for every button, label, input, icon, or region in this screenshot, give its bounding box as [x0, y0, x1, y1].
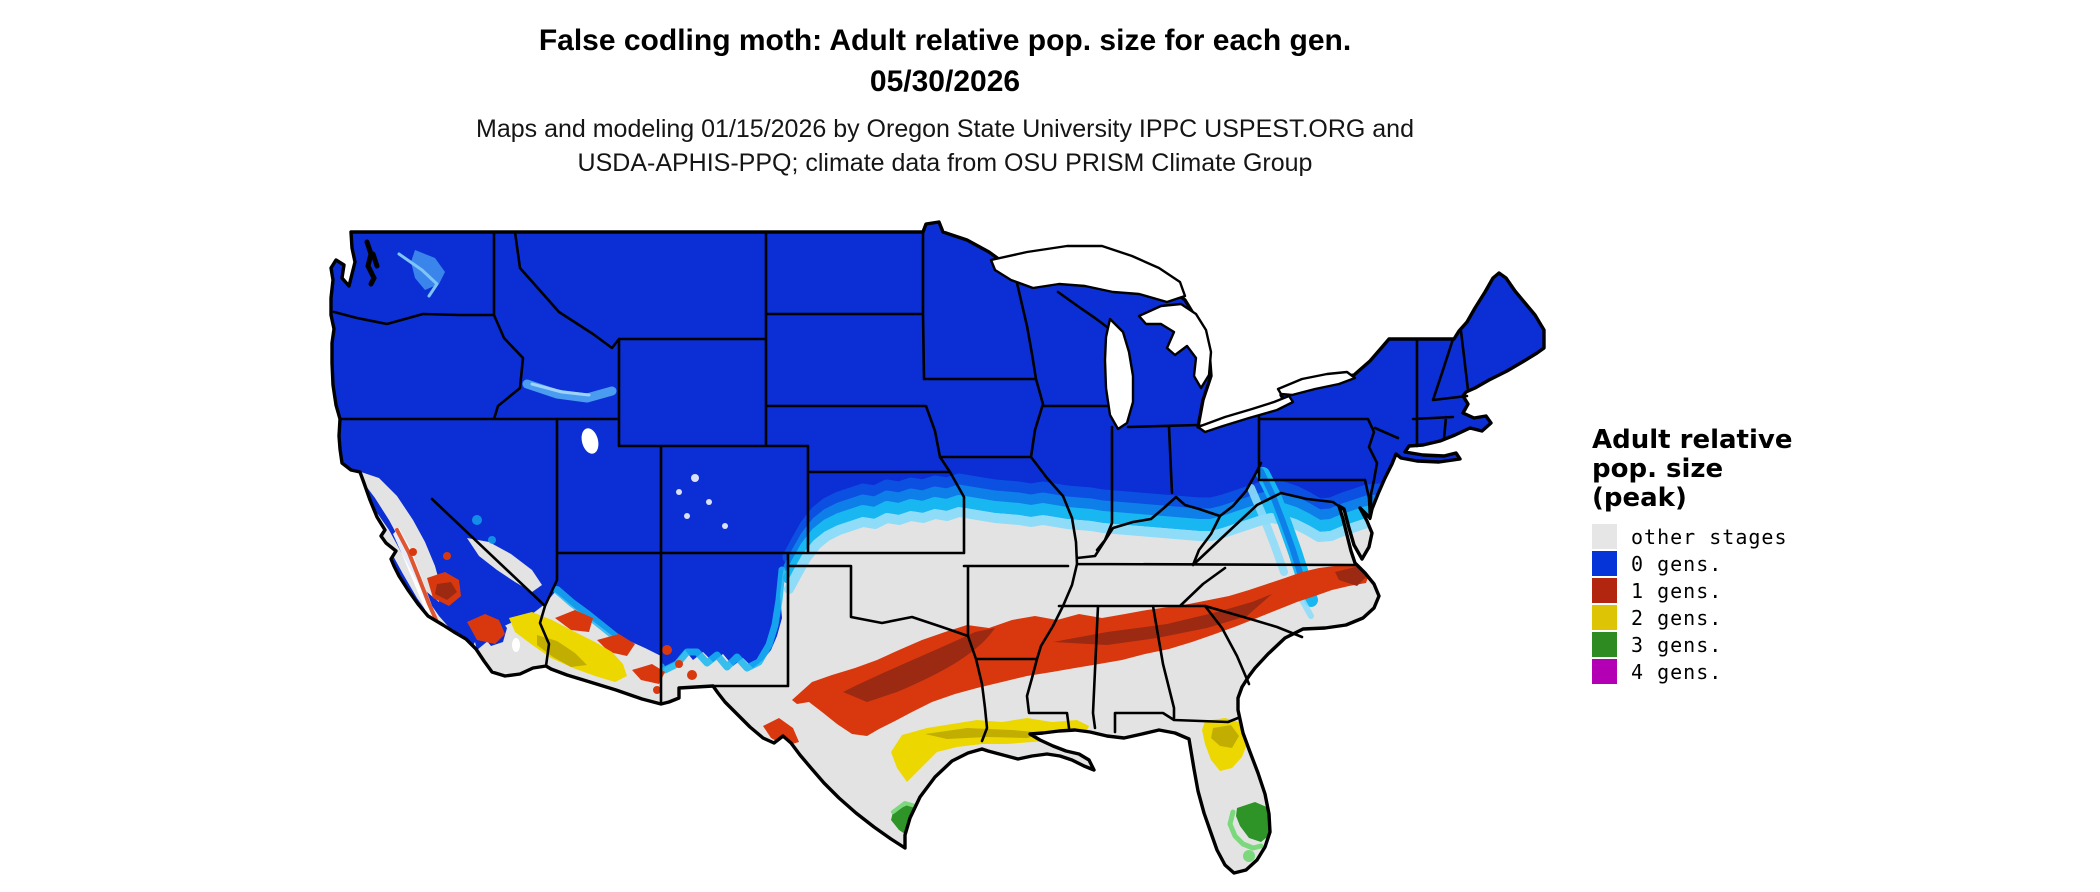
legend-label-3-gens: 3 gens. [1631, 632, 1723, 657]
lake-michigan [1103, 317, 1135, 431]
snake-plain-core [530, 382, 591, 397]
region-gen1-core-carolina [1335, 566, 1369, 586]
map-subtitle: Maps and modeling 01/15/2026 by Oregon S… [0, 112, 1890, 180]
legend-swatch-2-gens [1592, 605, 1617, 630]
legend-title-line-2: pop. size [1592, 454, 1724, 484]
legend-item-0-gens: 0 gens. [1592, 550, 1952, 577]
legend-label-1-gens: 1 gens. [1631, 578, 1723, 603]
legend-swatch-0-gens [1592, 551, 1617, 576]
legend-item-other-stages: other stages [1592, 523, 1952, 550]
region-gen1-az-1 [555, 610, 593, 632]
title-date: 05/30/2026 [869, 65, 1021, 98]
legend-item-4-gens: 4 gens. [1592, 658, 1952, 685]
map-title: False codling moth: Adult relative pop. … [0, 20, 1890, 102]
foothill-red-ring-east [395, 528, 439, 624]
great-salt-lake [581, 428, 599, 454]
region-gen2-florida-core [1211, 725, 1239, 748]
legend-title: Adult relative pop. size (peak) [1592, 426, 1952, 513]
title-line-1: False codling moth: Adult relative pop. … [538, 24, 1352, 57]
map-fill-layers [331, 222, 1544, 885]
region-gen1-az-3 [632, 664, 665, 684]
region-gen2-arizona [509, 612, 627, 682]
legend-swatch-1-gens [1592, 578, 1617, 603]
state-borders [332, 230, 1470, 743]
lake-erie [1196, 394, 1295, 434]
region-gen1-bigbend [763, 718, 799, 746]
nevada-cyan-specks [472, 515, 496, 544]
salton-sea [512, 638, 520, 652]
region-gen4-keys [1209, 873, 1250, 885]
legend-title-line-1: Adult relative [1592, 425, 1793, 455]
subtitle-line-1: Maps and modeling 01/15/2026 by Oregon S… [476, 115, 1414, 143]
region-gen1-band [792, 564, 1370, 736]
columbia-basin-light-blue [411, 250, 445, 290]
region-gen3-south-florida [1236, 802, 1275, 842]
lake-superior [989, 244, 1187, 304]
legend-swatch-3-gens [1592, 632, 1617, 657]
legend-swatch-4-gens [1592, 659, 1617, 684]
legend: Adult relative pop. size (peak) other st… [1592, 426, 1952, 685]
region-gen1-core-west [843, 628, 995, 702]
subtitle-line-2: USDA-APHIS-PPQ; climate data from OSU PR… [577, 149, 1313, 177]
legend-item-3-gens: 3 gens. [1592, 631, 1952, 658]
gen1-border-specks [409, 548, 697, 694]
legend-label-2-gens: 2 gens. [1631, 605, 1723, 630]
region-gen1-core-east [1053, 594, 1272, 645]
lake-ontario [1276, 370, 1357, 397]
legend-item-2-gens: 2 gens. [1592, 604, 1952, 631]
legend-label-4-gens: 4 gens. [1631, 659, 1723, 684]
region-gen1-socal [467, 614, 505, 644]
fringe-cyan-new-mexico [661, 566, 786, 674]
lake-huron [1137, 302, 1213, 390]
puget-sound [364, 239, 380, 287]
legend-label-0-gens: 0 gens. [1631, 551, 1723, 576]
region-gen3-south-florida-fringe [1227, 809, 1264, 851]
columbia-river-streak [397, 252, 439, 298]
us-choropleth-map [327, 220, 1553, 892]
region-gen1-kern-core [435, 582, 457, 600]
colorado-rockies-white-specks [676, 474, 728, 529]
streak-appalachian-blue [1258, 468, 1304, 579]
great-lakes [989, 244, 1357, 434]
legend-rows: other stages 0 gens. 1 gens. 2 gens. 3 g… [1592, 523, 1952, 685]
legend-swatch-other-stages [1592, 524, 1617, 549]
snake-plain-streak [522, 379, 617, 403]
streak-appalachian-pale [1247, 484, 1288, 576]
region-gen1-az-2 [597, 634, 635, 656]
legend-title-line-3: (peak) [1592, 483, 1687, 513]
region-gen3-florida-tip [1243, 850, 1255, 862]
legend-item-1-gens: 1 gens. [1592, 577, 1952, 604]
legend-label-other-stages: other stages [1631, 524, 1788, 549]
